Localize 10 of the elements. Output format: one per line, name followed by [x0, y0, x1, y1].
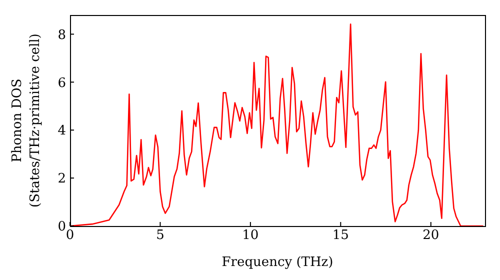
x-tick-label: 5 — [156, 228, 164, 244]
y-tick-label: 8 — [58, 28, 66, 43]
y-tick-label: 2 — [58, 172, 66, 187]
y-axis-title: Phonon DOS (States/THz·primitive cell) — [10, 33, 43, 208]
x-tick-label: 20 — [422, 228, 440, 244]
x-tick-label: 10 — [242, 228, 259, 244]
x-axis-title: Frequency (THz) — [222, 255, 334, 270]
x-tick-label: 15 — [332, 228, 349, 244]
y-tick-label: 6 — [58, 76, 66, 91]
y-tick-label: 4 — [58, 124, 66, 139]
